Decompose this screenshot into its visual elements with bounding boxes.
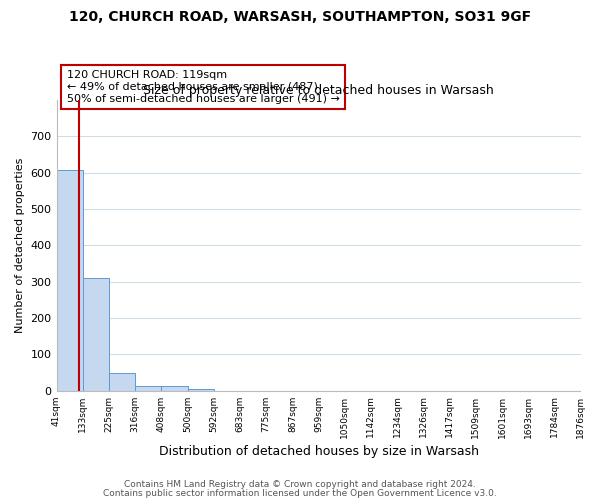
Title: Size of property relative to detached houses in Warsash: Size of property relative to detached ho… bbox=[143, 84, 494, 98]
Bar bbox=[161, 386, 188, 390]
Bar bbox=[135, 386, 161, 390]
Text: 120, CHURCH ROAD, WARSASH, SOUTHAMPTON, SO31 9GF: 120, CHURCH ROAD, WARSASH, SOUTHAMPTON, … bbox=[69, 10, 531, 24]
Text: Contains public sector information licensed under the Open Government Licence v3: Contains public sector information licen… bbox=[103, 488, 497, 498]
Text: 120 CHURCH ROAD: 119sqm
← 49% of detached houses are smaller (487)
50% of semi-d: 120 CHURCH ROAD: 119sqm ← 49% of detache… bbox=[67, 70, 340, 104]
Y-axis label: Number of detached properties: Number of detached properties bbox=[15, 158, 25, 333]
X-axis label: Distribution of detached houses by size in Warsash: Distribution of detached houses by size … bbox=[158, 444, 479, 458]
Bar bbox=[83, 278, 109, 390]
Text: Contains HM Land Registry data © Crown copyright and database right 2024.: Contains HM Land Registry data © Crown c… bbox=[124, 480, 476, 489]
Bar bbox=[188, 389, 214, 390]
Bar bbox=[56, 170, 83, 390]
Bar bbox=[109, 373, 135, 390]
